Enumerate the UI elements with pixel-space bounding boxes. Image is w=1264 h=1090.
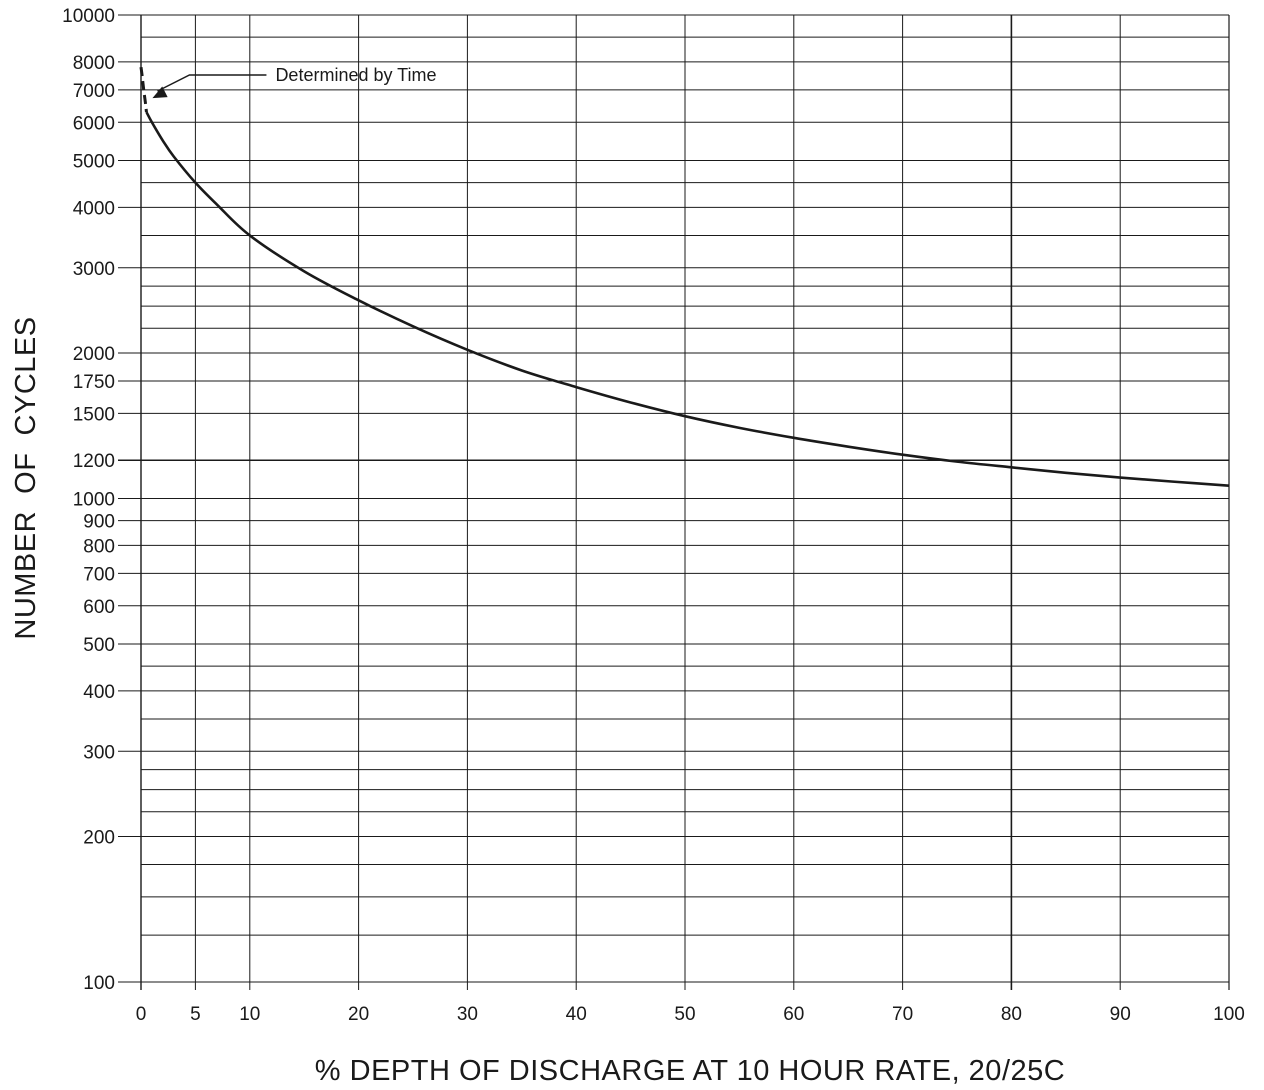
x-tick-label: 30 xyxy=(457,1004,478,1025)
annotation-arrowhead xyxy=(152,86,168,99)
y-tick-label: 1000 xyxy=(73,490,115,511)
x-tick-label: 100 xyxy=(1213,1004,1245,1025)
x-tick-label: 10 xyxy=(239,1004,260,1025)
x-tick-label: 50 xyxy=(674,1004,695,1025)
tick-labels: 0 5 10 20 30 40 50 60 70 80 90 100 100 200 300 400 500 60… xyxy=(62,6,1245,1025)
y-tick-label: 10000 xyxy=(62,6,115,27)
y-tick-label: 900 xyxy=(83,512,115,533)
y-tick-label: 1500 xyxy=(73,404,115,425)
x-tick-label: 5 xyxy=(190,1004,201,1025)
y-tick-label: 500 xyxy=(83,635,115,656)
y-tick-label: 6000 xyxy=(73,113,115,134)
y-axis-title: NUMBER OF CYCLES xyxy=(10,316,42,639)
y-tick-label: 300 xyxy=(83,742,115,763)
y-tick-label: 2000 xyxy=(73,344,115,365)
y-tick-label: 700 xyxy=(83,564,115,585)
y-tick-label: 100 xyxy=(83,973,115,994)
x-tick-label: 90 xyxy=(1110,1004,1131,1025)
series-line-dashed xyxy=(139,66,148,113)
x-tick-label: 60 xyxy=(783,1004,804,1025)
x-tick-label: 80 xyxy=(1001,1004,1022,1025)
x-tick-label: 0 xyxy=(136,1004,147,1025)
annotation-label: Determined by Time xyxy=(275,65,436,85)
x-tick-label: 70 xyxy=(892,1004,913,1025)
y-tick-label: 5000 xyxy=(73,152,115,173)
y-tick-label: 600 xyxy=(83,597,115,618)
annotation-leader-line xyxy=(157,74,267,92)
annotations: Determined by Time xyxy=(152,65,437,99)
x-axis-title: % DEPTH OF DISCHARGE AT 10 HOUR RATE, 20… xyxy=(315,1055,1065,1087)
x-tick-label: 40 xyxy=(566,1004,587,1025)
grid xyxy=(118,14,1230,990)
series-line xyxy=(145,111,1230,487)
y-tick-label: 4000 xyxy=(73,198,115,219)
y-tick-label: 400 xyxy=(83,682,115,703)
series-group xyxy=(139,66,1230,487)
y-tick-label: 8000 xyxy=(73,53,115,74)
y-tick-label: 1200 xyxy=(73,451,115,472)
x-tick-label: 20 xyxy=(348,1004,369,1025)
y-tick-label: 3000 xyxy=(73,259,115,280)
y-tick-label: 800 xyxy=(83,536,115,557)
y-tick-label: 1750 xyxy=(73,372,115,393)
y-tick-label: 7000 xyxy=(73,81,115,102)
y-tick-label: 200 xyxy=(83,827,115,848)
